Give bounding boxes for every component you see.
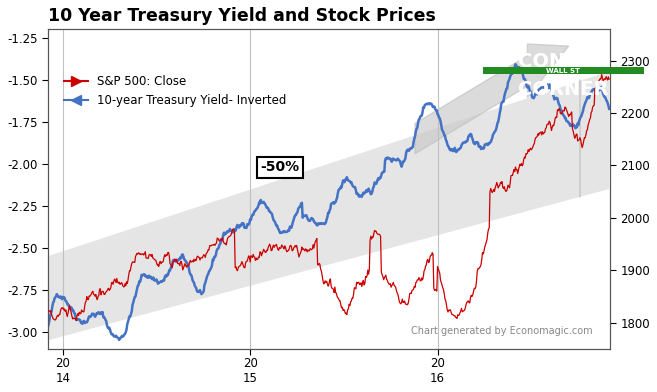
Text: CONTRA: CONTRA [518, 52, 609, 71]
Bar [483, 67, 644, 74]
Text: CORNER: CORNER [518, 80, 608, 100]
Legend: S&P 500: Close, 10-year Treasury Yield- Inverted: S&P 500: Close, 10-year Treasury Yield- … [59, 70, 291, 112]
Text: WALL ST: WALL ST [547, 67, 580, 74]
Polygon shape [48, 71, 609, 340]
Text: -50%: -50% [261, 160, 300, 174]
Text: Chart generated by Economagic.com: Chart generated by Economagic.com [411, 326, 593, 336]
Text: 10 Year Treasury Yield and Stock Prices: 10 Year Treasury Yield and Stock Prices [48, 7, 436, 25]
FancyArrow shape [415, 44, 569, 154]
Text: David Stockman's: David Stockman's [529, 31, 598, 40]
